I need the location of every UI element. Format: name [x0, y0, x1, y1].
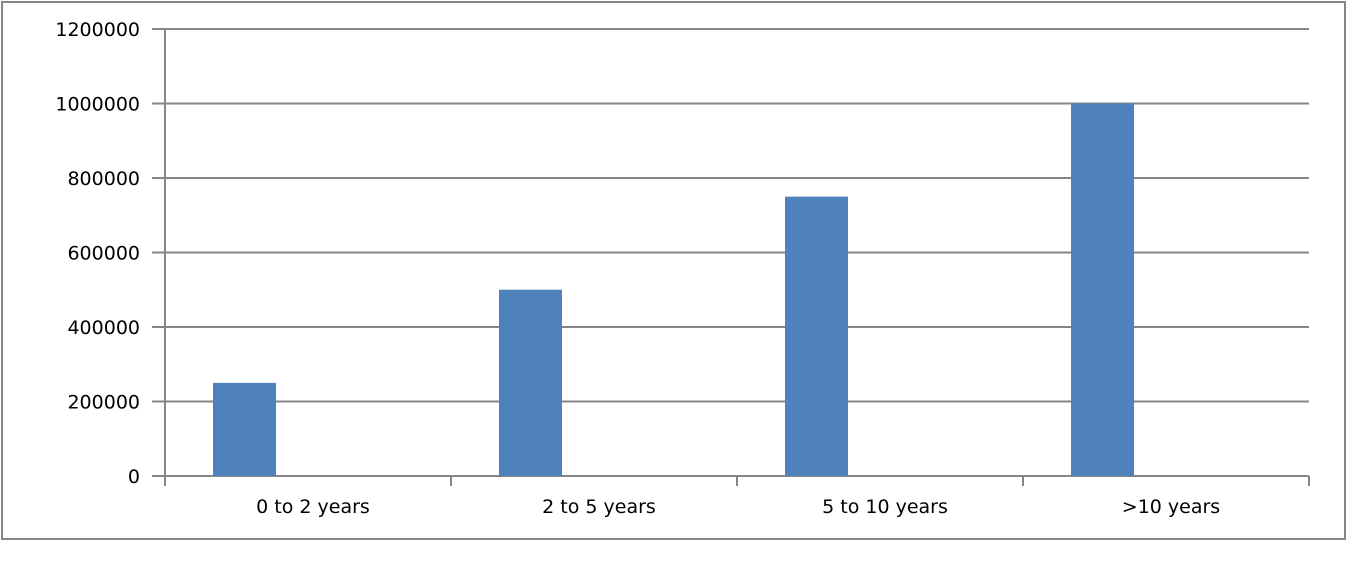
bar [499, 289, 562, 476]
y-tick-label: 0 [128, 466, 140, 488]
bar [1071, 103, 1134, 476]
y-tick-label: 200000 [67, 392, 140, 414]
y-tick-label: 400000 [67, 317, 140, 339]
bar [213, 382, 276, 476]
bar [785, 196, 848, 476]
chart-frame [1, 1, 1346, 540]
y-tick-label: 1200000 [55, 19, 140, 41]
y-tick-label: 600000 [67, 243, 140, 265]
x-tick-label: 0 to 2 years [256, 496, 370, 518]
x-tick-label: >10 years [1122, 496, 1220, 518]
y-tick-label: 800000 [67, 168, 140, 190]
y-tick-label: 1000000 [55, 94, 140, 116]
x-tick-label: 2 to 5 years [542, 496, 656, 518]
x-tick-label: 5 to 10 years [822, 496, 948, 518]
